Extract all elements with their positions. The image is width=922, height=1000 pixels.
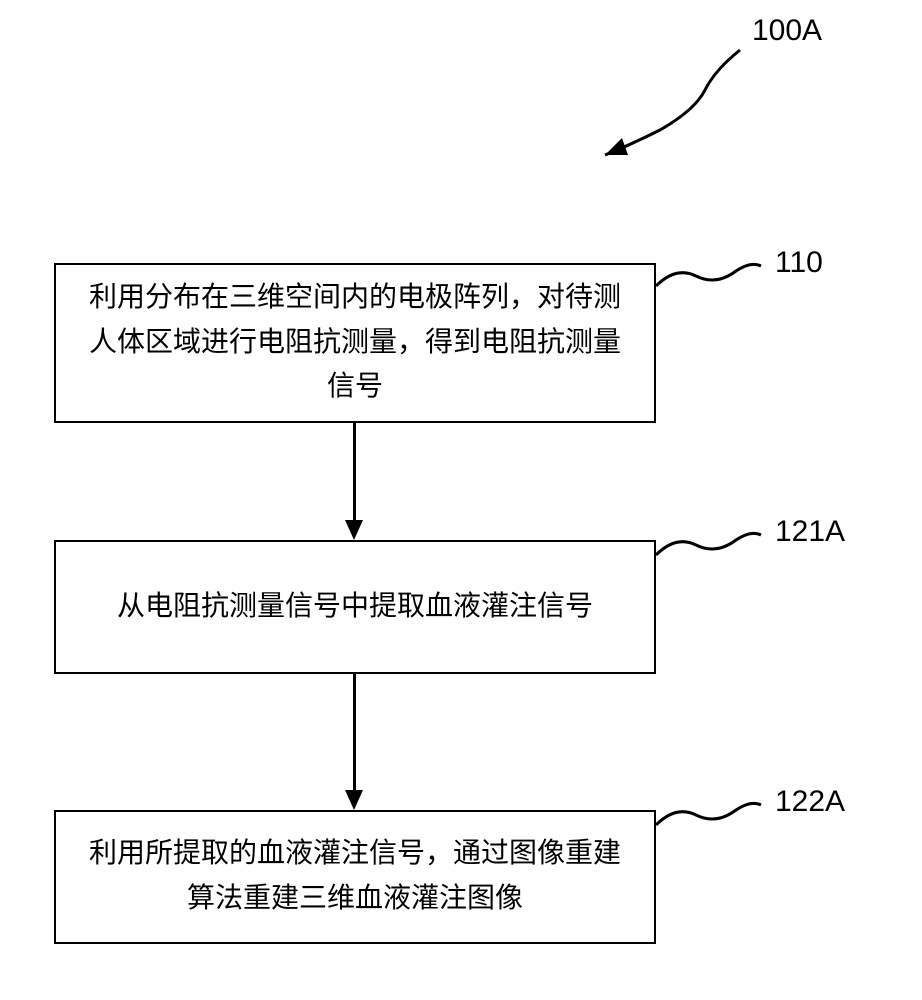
- label-leader-1: [656, 256, 776, 316]
- step-label-3: 122A: [775, 785, 845, 819]
- step-box-2: 从电阻抗测量信号中提取血液灌注信号: [54, 540, 656, 674]
- step-label-1-text: 110: [775, 246, 823, 279]
- label-leader-3: [656, 795, 776, 855]
- step-box-3: 利用所提取的血液灌注信号，通过图像重建算法重建三维血液灌注图像: [54, 810, 656, 944]
- step-label-3-text: 122A: [775, 785, 845, 818]
- arrow-1-2: [353, 423, 356, 521]
- step-box-1: 利用分布在三维空间内的电极阵列，对待测人体区域进行电阻抗测量，得到电阻抗测量信号: [54, 263, 656, 423]
- step-box-1-text: 利用分布在三维空间内的电极阵列，对待测人体区域进行电阻抗测量，得到电阻抗测量信号: [86, 276, 624, 410]
- step-label-2-text: 121A: [775, 515, 845, 548]
- flowchart-container: 100A 利用分布在三维空间内的电极阵列，对待测人体区域进行电阻抗测量，得到电阻…: [0, 0, 922, 1000]
- step-box-2-text: 从电阻抗测量信号中提取血液灌注信号: [117, 585, 593, 630]
- step-label-1: 110: [775, 246, 823, 280]
- arrow-2-3: [353, 674, 356, 790]
- step-label-2: 121A: [775, 515, 845, 549]
- label-leader-2: [656, 525, 776, 585]
- arrow-head-2-3: [345, 790, 363, 810]
- diagram-pointer-arrow: [560, 30, 780, 190]
- arrow-head-1-2: [345, 520, 363, 540]
- step-box-3-text: 利用所提取的血液灌注信号，通过图像重建算法重建三维血液灌注图像: [86, 832, 624, 922]
